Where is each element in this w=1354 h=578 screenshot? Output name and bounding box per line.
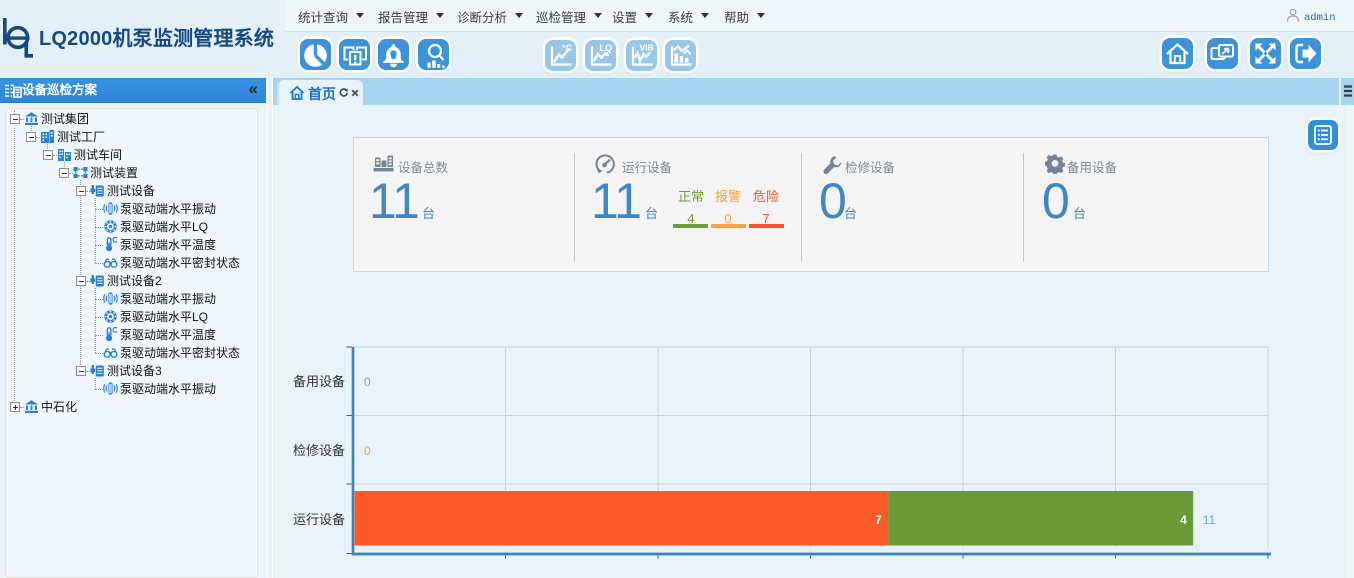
svg-text:0: 0 <box>364 444 371 458</box>
svg-text:VIB: VIB <box>640 43 654 53</box>
svg-text:4: 4 <box>1180 513 1187 527</box>
svg-text:LQ: LQ <box>600 43 613 53</box>
svg-text:备用设备: 备用设备 <box>293 374 345 389</box>
svg-text:7: 7 <box>875 513 882 527</box>
svg-text:运行设备: 运行设备 <box>293 512 345 527</box>
svg-text:0: 0 <box>364 375 371 389</box>
svg-text:11: 11 <box>1203 513 1216 527</box>
svg-text:检修设备: 检修设备 <box>293 443 345 458</box>
svg-text:°C: °C <box>562 43 573 53</box>
